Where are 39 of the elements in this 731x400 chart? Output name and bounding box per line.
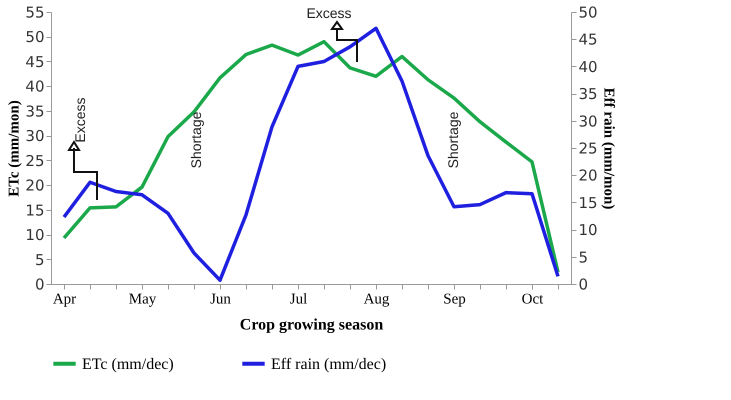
y2-tick-label: 15 bbox=[578, 194, 598, 212]
y2-tick-label: 45 bbox=[578, 30, 598, 49]
y-tick-label: 35 bbox=[25, 102, 44, 120]
y-tick-label: 15 bbox=[25, 201, 44, 220]
y2-tick-label: 50 bbox=[578, 4, 598, 22]
annotation: Shortage bbox=[188, 111, 204, 168]
legend-label: Eff rain (mm/dec) bbox=[271, 356, 386, 373]
y-tick-label: 40 bbox=[25, 78, 44, 96]
y2-tick-label: 20 bbox=[578, 166, 598, 185]
y-tick-label: 5 bbox=[34, 250, 44, 269]
x-tick-label: Sep bbox=[443, 292, 466, 308]
x-tick-label: Aug bbox=[364, 292, 390, 308]
y2-tick-label: 35 bbox=[578, 85, 598, 104]
annotation: Excess bbox=[306, 5, 352, 21]
y2-tick-label: 10 bbox=[578, 221, 598, 240]
y2-tick-label: 40 bbox=[578, 58, 598, 76]
y2-tick-label: 30 bbox=[578, 112, 598, 130]
y2-axis-title: Eff rain (mm/mon) bbox=[600, 88, 617, 210]
y-tick-label: 20 bbox=[25, 176, 44, 195]
x-tick-label: May bbox=[128, 292, 157, 308]
x-tick-label: Jul bbox=[290, 292, 308, 308]
y-tick-label: 10 bbox=[25, 226, 44, 244]
y-axis-title: ETc (mm/mon) bbox=[6, 100, 22, 197]
x-tick-label: Jun bbox=[210, 292, 232, 308]
y-tick-label: 55 bbox=[25, 4, 44, 22]
x-tick-label: Apr bbox=[52, 292, 76, 308]
y-tick-label: 25 bbox=[25, 152, 44, 170]
x-tick-label: Oct bbox=[522, 292, 544, 308]
y2-tick-label: 5 bbox=[578, 248, 588, 266]
y2-tick-label: 0 bbox=[578, 276, 588, 294]
legend-label: ETc (mm/dec) bbox=[82, 356, 174, 373]
y2-tick-label: 25 bbox=[578, 140, 598, 158]
y-tick-label: 30 bbox=[25, 127, 44, 146]
y-tick-label: 45 bbox=[25, 52, 44, 71]
annotation: Excess bbox=[72, 97, 88, 143]
y-tick-label: 0 bbox=[34, 276, 44, 294]
annotation: Shortage bbox=[445, 111, 461, 168]
x-axis-title: Crop growing season bbox=[240, 316, 384, 334]
y-tick-label: 50 bbox=[25, 28, 44, 46]
